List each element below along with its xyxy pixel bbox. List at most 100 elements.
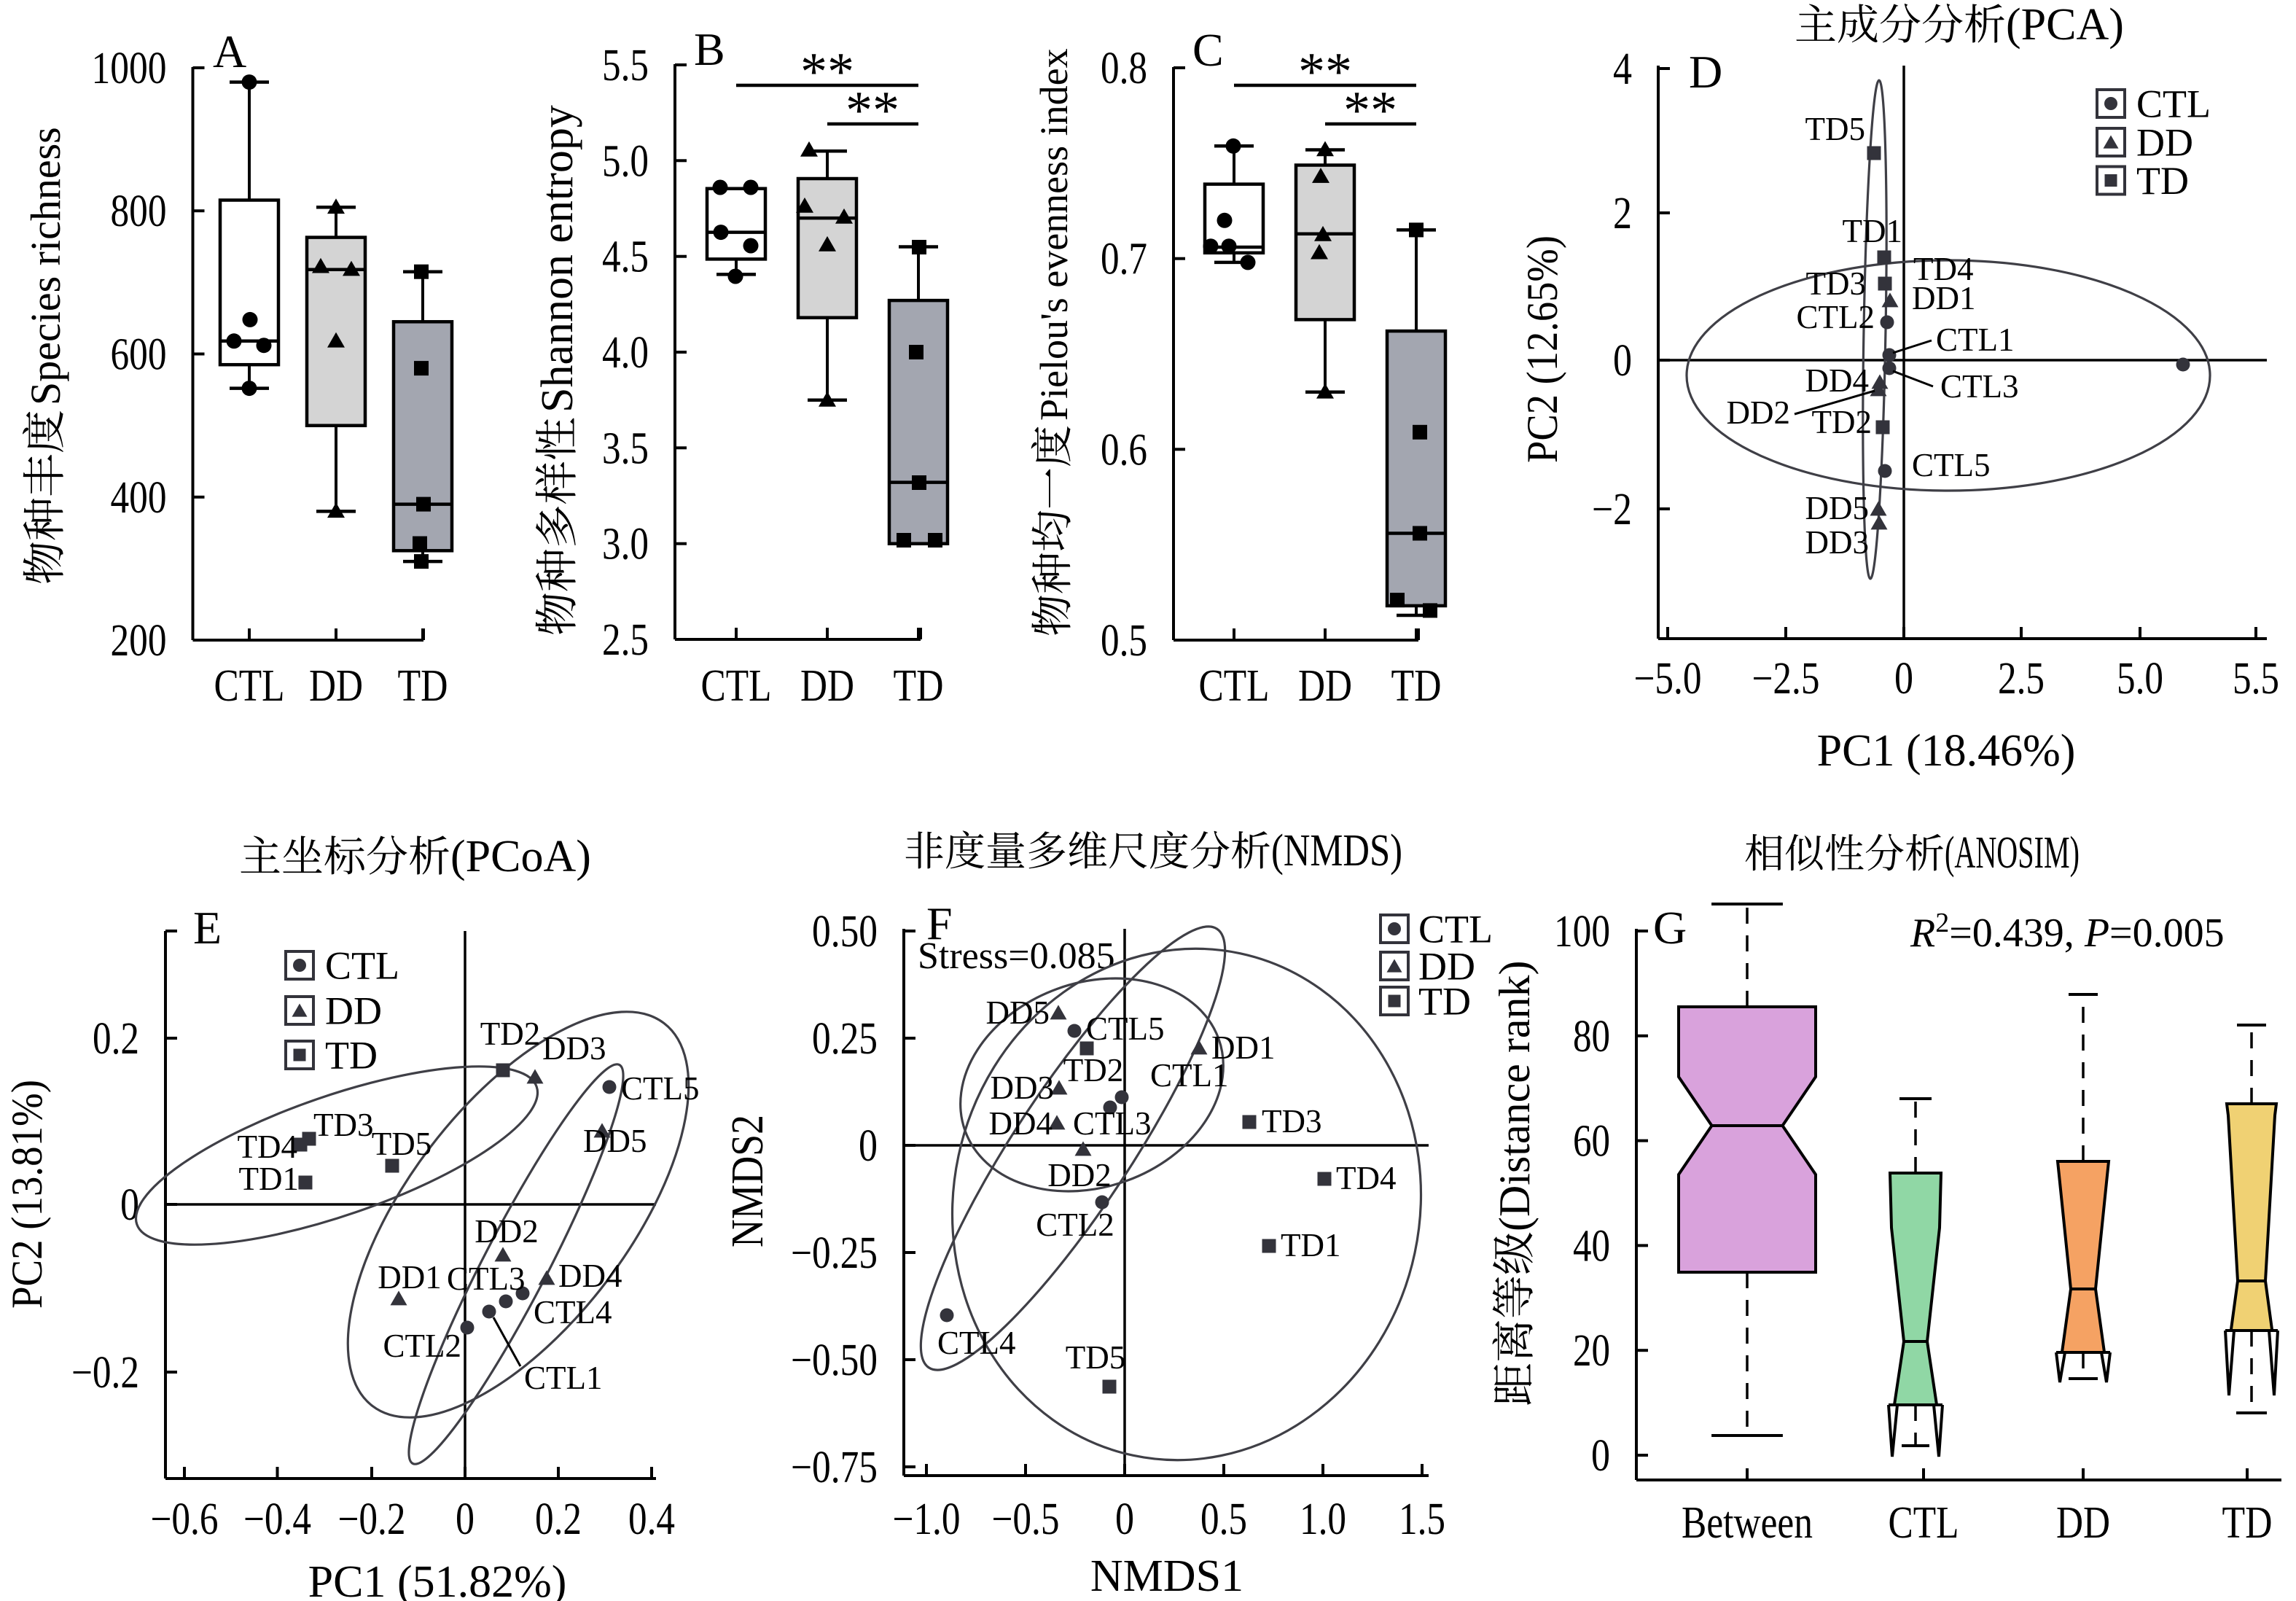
svg-text:NMDS2: NMDS2 bbox=[723, 1115, 773, 1247]
svg-text:0: 0 bbox=[859, 1121, 878, 1171]
svg-text:TD2: TD2 bbox=[480, 1016, 541, 1052]
svg-text:CTL2: CTL2 bbox=[1797, 299, 1875, 335]
svg-text:−0.6: −0.6 bbox=[151, 1495, 219, 1544]
svg-text:DD4: DD4 bbox=[1805, 362, 1870, 399]
svg-text:80: 80 bbox=[1573, 1012, 1610, 1062]
svg-text:−1.0: −1.0 bbox=[893, 1495, 961, 1544]
svg-text:**: ** bbox=[800, 42, 854, 102]
svg-text:D: D bbox=[1689, 46, 1722, 98]
svg-text:5.5: 5.5 bbox=[2233, 654, 2279, 704]
svg-text:CTL2: CTL2 bbox=[383, 1328, 462, 1364]
svg-text:CTL1: CTL1 bbox=[1936, 322, 2015, 358]
svg-text:TD4: TD4 bbox=[1336, 1160, 1397, 1196]
svg-text:0.25: 0.25 bbox=[812, 1014, 878, 1064]
svg-text:−0.2: −0.2 bbox=[338, 1495, 406, 1544]
svg-text:0: 0 bbox=[1894, 654, 1913, 704]
svg-text:TD2: TD2 bbox=[1063, 1052, 1124, 1088]
svg-text:CTL2: CTL2 bbox=[1036, 1207, 1114, 1243]
svg-text:3.0: 3.0 bbox=[602, 520, 649, 569]
svg-text:CTL: CTL bbox=[701, 661, 772, 711]
svg-text:DD4: DD4 bbox=[558, 1258, 622, 1294]
svg-text:2: 2 bbox=[1613, 189, 1632, 238]
svg-text:PC2 (13.81%): PC2 (13.81%) bbox=[3, 1080, 51, 1309]
svg-text:PC1 (18.46%): PC1 (18.46%) bbox=[1817, 726, 2076, 776]
svg-text:−0.75: −0.75 bbox=[791, 1443, 878, 1492]
svg-text:3.5: 3.5 bbox=[602, 424, 649, 473]
svg-text:TD5: TD5 bbox=[1066, 1339, 1126, 1376]
svg-text:TD4: TD4 bbox=[238, 1129, 298, 1165]
svg-text:600: 600 bbox=[111, 330, 167, 380]
svg-text:A: A bbox=[213, 26, 246, 77]
svg-text:−0.4: −0.4 bbox=[243, 1495, 311, 1544]
svg-text:−0.2: −0.2 bbox=[71, 1348, 139, 1398]
svg-text:−2.5: −2.5 bbox=[1752, 654, 1820, 704]
svg-text:DD: DD bbox=[2056, 1498, 2110, 1548]
svg-text:DD5: DD5 bbox=[583, 1123, 647, 1159]
svg-text:DD: DD bbox=[800, 661, 854, 711]
svg-text:**: ** bbox=[1298, 42, 1352, 102]
svg-text:TD2: TD2 bbox=[1812, 404, 1873, 440]
svg-text:DD: DD bbox=[2136, 120, 2193, 164]
svg-text:DD3: DD3 bbox=[542, 1030, 606, 1067]
svg-text:1.0: 1.0 bbox=[1300, 1495, 1346, 1544]
svg-text:TD: TD bbox=[2222, 1498, 2273, 1548]
svg-text:400: 400 bbox=[111, 473, 167, 523]
svg-text:E: E bbox=[193, 902, 222, 954]
svg-text:B: B bbox=[694, 23, 725, 75]
svg-text:0.5: 0.5 bbox=[1101, 616, 1147, 666]
svg-text:DD5: DD5 bbox=[986, 994, 1050, 1031]
svg-text:TD1: TD1 bbox=[1843, 213, 1903, 249]
svg-text:DD: DD bbox=[1418, 944, 1475, 988]
svg-text:TD: TD bbox=[894, 661, 944, 711]
svg-text:CTL5: CTL5 bbox=[621, 1070, 700, 1107]
svg-text:5.0: 5.0 bbox=[602, 136, 649, 186]
svg-text:TD1: TD1 bbox=[239, 1161, 300, 1197]
svg-text:**: ** bbox=[1343, 81, 1397, 141]
svg-text:0.2: 0.2 bbox=[535, 1495, 582, 1544]
svg-text:CTL: CTL bbox=[2136, 82, 2211, 125]
svg-text:DD3: DD3 bbox=[991, 1070, 1055, 1106]
svg-text:TD3: TD3 bbox=[1262, 1103, 1322, 1140]
svg-text:CTL: CTL bbox=[214, 661, 285, 711]
svg-text:CTL1: CTL1 bbox=[1150, 1057, 1229, 1094]
svg-text:TD: TD bbox=[1391, 661, 1442, 711]
svg-text:−0.5: −0.5 bbox=[992, 1495, 1060, 1544]
svg-text:0.6: 0.6 bbox=[1101, 425, 1147, 475]
svg-text:CTL3: CTL3 bbox=[1073, 1105, 1152, 1142]
svg-text:4.0: 4.0 bbox=[602, 328, 649, 378]
svg-text:DD2: DD2 bbox=[1047, 1157, 1112, 1193]
svg-text:DD2: DD2 bbox=[1727, 394, 1791, 431]
svg-text:CTL5: CTL5 bbox=[1086, 1010, 1165, 1047]
svg-text:DD: DD bbox=[325, 989, 382, 1032]
svg-text:CTL: CTL bbox=[1418, 907, 1493, 951]
svg-text:0.2: 0.2 bbox=[93, 1014, 139, 1064]
svg-text:4: 4 bbox=[1613, 44, 1632, 94]
svg-text:5.0: 5.0 bbox=[2117, 654, 2163, 704]
svg-text:DD1: DD1 bbox=[1912, 280, 1976, 316]
svg-text:Between: Between bbox=[1682, 1498, 1813, 1548]
svg-text:TD3: TD3 bbox=[313, 1107, 374, 1143]
svg-text:PC2 (12.65%): PC2 (12.65%) bbox=[1518, 235, 1566, 463]
svg-text:−2: −2 bbox=[1592, 485, 1632, 534]
svg-text:−5.0: −5.0 bbox=[1634, 654, 1702, 704]
svg-text:100: 100 bbox=[1554, 907, 1610, 957]
svg-text:Stress=0.085: Stress=0.085 bbox=[918, 935, 1115, 977]
svg-text:0: 0 bbox=[1613, 336, 1632, 386]
svg-text:Shannon entropy: Shannon entropy bbox=[533, 105, 582, 413]
svg-text:G: G bbox=[1653, 902, 1687, 954]
svg-text:DD: DD bbox=[1298, 661, 1352, 711]
svg-text:TD: TD bbox=[325, 1033, 378, 1077]
svg-text:TD: TD bbox=[398, 661, 448, 711]
svg-text:(ANOSIM): (ANOSIM) bbox=[1945, 828, 2080, 878]
svg-text:800: 800 bbox=[111, 187, 167, 236]
svg-text:CTL4: CTL4 bbox=[937, 1325, 1016, 1361]
svg-text:CTL3: CTL3 bbox=[447, 1261, 526, 1297]
svg-text:CTL1: CTL1 bbox=[524, 1360, 603, 1396]
svg-text:CTL5: CTL5 bbox=[1912, 447, 1991, 483]
svg-text:0: 0 bbox=[1115, 1495, 1134, 1544]
svg-text:0: 0 bbox=[1591, 1431, 1610, 1481]
svg-text:TD: TD bbox=[1418, 979, 1471, 1023]
svg-text:TD3: TD3 bbox=[1806, 265, 1867, 302]
svg-text:CTL4: CTL4 bbox=[534, 1294, 612, 1331]
svg-text:R2=0.439, P=0.005: R2=0.439, P=0.005 bbox=[1910, 908, 2225, 956]
